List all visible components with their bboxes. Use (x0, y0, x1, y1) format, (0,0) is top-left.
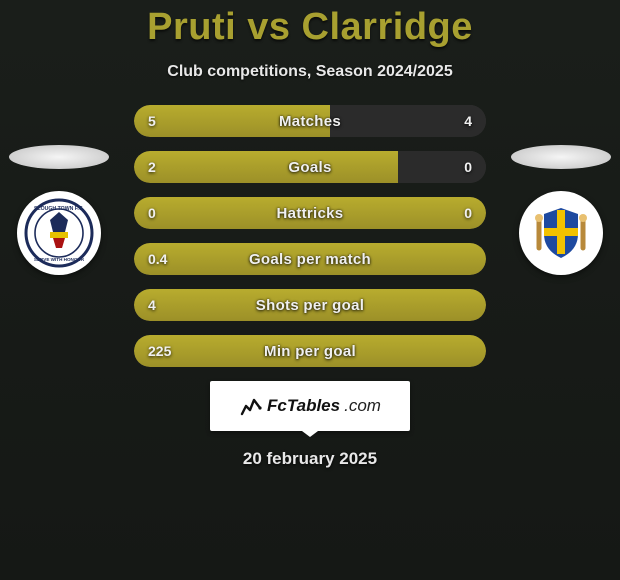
stat-bar: 54Matches (134, 105, 486, 137)
comparison-panel: SLOUGH TOWN F.C. SERVE WITH HONOUR 54Mat… (0, 105, 620, 469)
crest-right-icon (526, 198, 596, 268)
stat-bar: 0.4Goals per match (134, 243, 486, 275)
bar-label: Goals (134, 151, 486, 183)
bar-label: Shots per goal (134, 289, 486, 321)
svg-text:SLOUGH TOWN F.C.: SLOUGH TOWN F.C. (34, 206, 85, 212)
stat-bars: 54Matches 20Goals 00Hattricks 0.4Goals per … (134, 105, 486, 367)
stat-bar: 4Shots per goal (134, 289, 486, 321)
stat-bar: 225Min per goal (134, 335, 486, 367)
page-title: Pruti vs Clarridge (0, 0, 620, 49)
site-badge[interactable]: FcTables.com (210, 381, 410, 431)
brand-bold: FcTables (267, 396, 340, 416)
bar-label: Goals per match (134, 243, 486, 275)
svg-text:SERVE WITH HONOUR: SERVE WITH HONOUR (34, 257, 85, 262)
team-right-shadow (511, 145, 611, 169)
bar-label: Matches (134, 105, 486, 137)
bar-label: Hattricks (134, 197, 486, 229)
team-right (516, 145, 606, 275)
team-right-crest (519, 191, 603, 275)
fctables-logo-icon (239, 394, 263, 418)
team-left-crest: SLOUGH TOWN F.C. SERVE WITH HONOUR (17, 191, 101, 275)
brand-rest: .com (344, 396, 381, 416)
stat-bar: 20Goals (134, 151, 486, 183)
subtitle: Club competitions, Season 2024/2025 (0, 63, 620, 81)
team-left-shadow (9, 145, 109, 169)
crest-left-icon: SLOUGH TOWN F.C. SERVE WITH HONOUR (24, 198, 94, 268)
stat-bar: 00Hattricks (134, 197, 486, 229)
date-caption: 20 february 2025 (0, 449, 620, 469)
bar-label: Min per goal (134, 335, 486, 367)
team-left: SLOUGH TOWN F.C. SERVE WITH HONOUR (14, 145, 104, 275)
